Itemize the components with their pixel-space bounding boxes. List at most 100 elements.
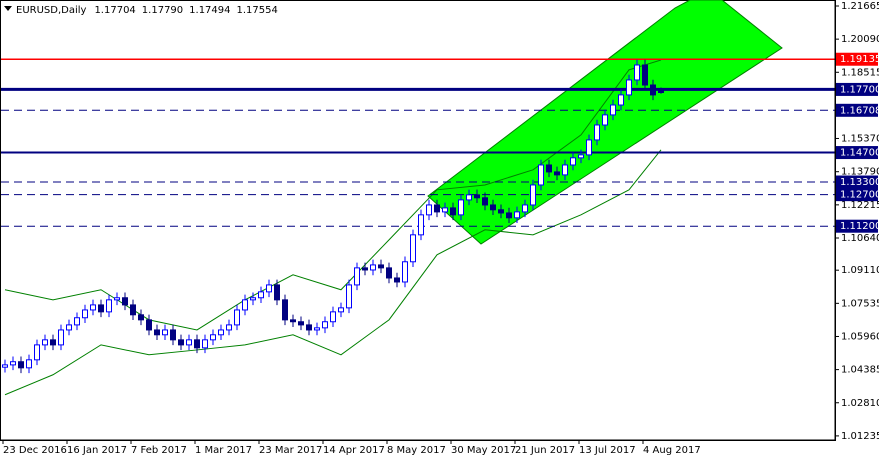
y-tick-label: 1.18515 <box>841 67 879 78</box>
y-tick-label: 1.02810 <box>841 398 879 409</box>
candle-body <box>338 307 344 313</box>
candle-body <box>210 334 216 341</box>
x-tick-label: 23 Mar 2017 <box>259 445 322 456</box>
y-tick-label: 1.21665 <box>841 1 879 12</box>
candle-body <box>650 84 656 96</box>
candle-body <box>34 344 40 361</box>
y-tick-label: 1.10640 <box>841 233 879 244</box>
level-label: 1.19135 <box>840 54 879 65</box>
candle-body <box>482 197 488 206</box>
candle-body <box>610 104 616 116</box>
candle-body <box>402 261 408 283</box>
y-tick-label: 1.20090 <box>841 34 879 45</box>
level-label: 1.11200 <box>840 221 879 232</box>
candle-body <box>250 297 256 301</box>
candle-body <box>314 327 320 331</box>
level-label-box <box>836 146 878 160</box>
x-tick-label: 14 Apr 2017 <box>323 445 385 456</box>
candle-body <box>50 339 56 346</box>
candle-body <box>578 154 584 159</box>
candle-body <box>66 324 72 331</box>
x-tick-label: 30 May 2017 <box>451 445 516 456</box>
candle-body <box>618 94 624 106</box>
candle-body <box>466 194 472 201</box>
level-label: 1.13300 <box>840 177 879 188</box>
candle-body <box>274 284 280 301</box>
candle-body <box>378 264 384 269</box>
candle-body <box>330 311 336 323</box>
candle-body <box>346 284 352 309</box>
candle-body <box>74 317 80 326</box>
x-tick-label: 8 May 2017 <box>387 445 446 456</box>
x-tick-label: 23 Dec 2016 <box>3 445 67 456</box>
candle-body <box>2 364 8 368</box>
header-value: 1.17704 <box>94 5 135 16</box>
y-tick-label: 1.13790 <box>841 167 879 178</box>
level-label-box <box>836 82 878 96</box>
candle-body <box>194 339 200 349</box>
x-tick-label: 4 Aug 2017 <box>643 445 701 456</box>
x-tick-label: 16 Jan 2017 <box>67 445 127 456</box>
candle-body <box>90 304 96 311</box>
candle-body <box>434 204 440 213</box>
candle-body <box>546 164 552 173</box>
candle-body <box>98 304 104 313</box>
candle-body <box>418 214 424 236</box>
candle-body <box>522 204 528 213</box>
level-label-box <box>836 219 878 233</box>
candle-body <box>258 291 264 299</box>
candle-body <box>658 88 664 94</box>
bollinger-band <box>4 149 662 396</box>
x-tick-label: 13 Jul 2017 <box>579 445 636 456</box>
y-tick-label: 1.05960 <box>841 331 879 342</box>
y-tick-label: 1.12215 <box>841 200 879 211</box>
candle-body <box>146 319 152 331</box>
level-label-box <box>836 175 878 189</box>
candle-body <box>594 124 600 141</box>
candle-body <box>394 277 400 283</box>
candle-body <box>426 204 432 216</box>
candle-body <box>26 359 32 369</box>
header-value: 1.17494 <box>189 5 230 16</box>
candle-body <box>122 297 128 306</box>
candle-body <box>642 64 648 86</box>
candle-body <box>514 211 520 219</box>
candle-body <box>162 329 168 336</box>
candle-body <box>10 361 16 366</box>
candle-body <box>586 139 592 156</box>
candle-body <box>290 319 296 323</box>
candle-body <box>170 329 176 341</box>
x-tick-label: 1 Mar 2017 <box>195 445 252 456</box>
y-tick-label: 1.01235 <box>841 431 879 442</box>
candle-body <box>306 324 312 331</box>
candle-body <box>562 164 568 176</box>
candle-body <box>266 284 272 293</box>
header-value: 1.17554 <box>237 5 278 16</box>
candle-body <box>530 184 536 206</box>
candle-body <box>322 321 328 329</box>
candle-body <box>186 339 192 346</box>
candle-body <box>282 299 288 321</box>
level-label: 1.14700 <box>840 148 879 159</box>
candle-body <box>154 329 160 336</box>
header-icon <box>4 6 12 11</box>
level-label: 1.17700 <box>840 84 879 95</box>
candle-body <box>138 314 144 321</box>
candle-body <box>410 234 416 263</box>
y-tick-label: 1.04385 <box>841 365 879 376</box>
y-tick-label: 1.15370 <box>841 133 879 144</box>
candle-body <box>386 267 392 279</box>
candle-body <box>362 267 368 271</box>
x-tick-label: 21 Jun 2017 <box>515 445 575 456</box>
candle-body <box>626 79 632 96</box>
header-value: 1.17790 <box>142 5 183 16</box>
candle-body <box>218 329 224 336</box>
candle-body <box>370 264 376 271</box>
candle-body <box>298 321 304 326</box>
candle-body <box>106 299 112 313</box>
candle-body <box>18 361 24 369</box>
candle-body <box>354 267 360 286</box>
candle-body <box>42 339 48 346</box>
